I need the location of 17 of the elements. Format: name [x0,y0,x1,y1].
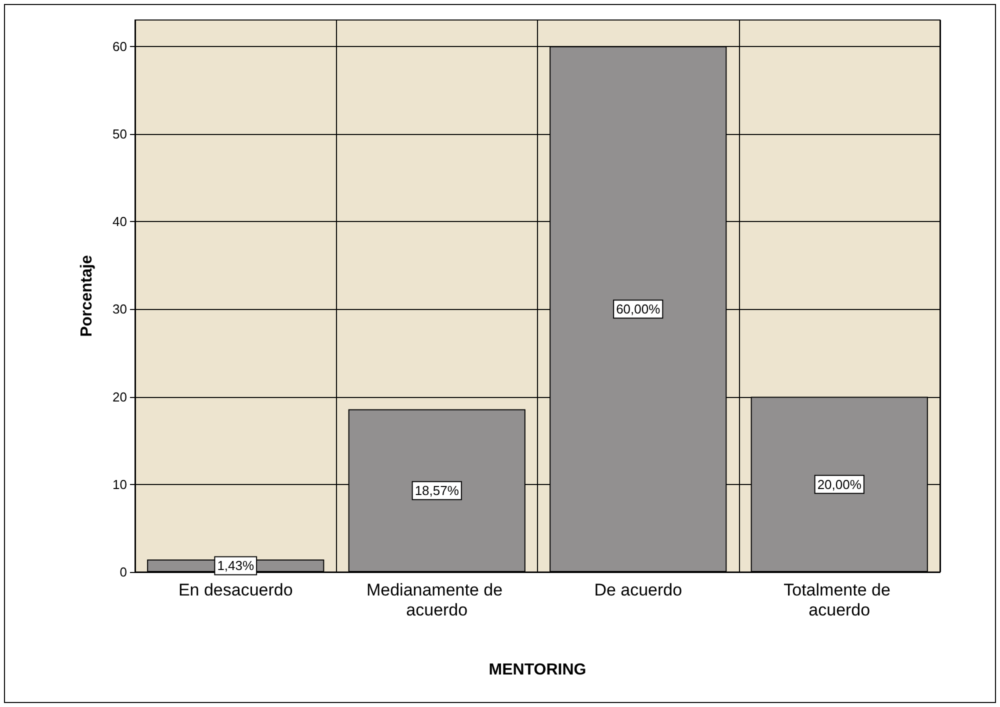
y-tick-label: 20 [112,389,127,404]
y-tick-label: 10 [112,476,127,492]
x-tick-label: De acuerdo [594,580,682,600]
y-tick-label: 50 [112,126,127,142]
data-label: 60,00% [616,302,661,317]
data-label: 1,43% [217,558,254,574]
x-tick-label: Totalmente de acuerdo [784,580,896,620]
y-axis-title: Porcentaje [78,254,96,337]
x-tick-label: Medianamente de acuerdo [366,580,508,620]
y-tick-label: 0 [120,564,127,580]
data-label: 18,57% [414,483,460,498]
x-tick-label: En desacuerdo [178,580,293,600]
x-axis-title: MENTORING [488,662,586,678]
y-tick-label: 40 [112,214,127,230]
y-tick-label: 60 [112,38,127,54]
data-label: 20,00% [817,476,862,492]
y-tick-label: 30 [112,302,127,317]
